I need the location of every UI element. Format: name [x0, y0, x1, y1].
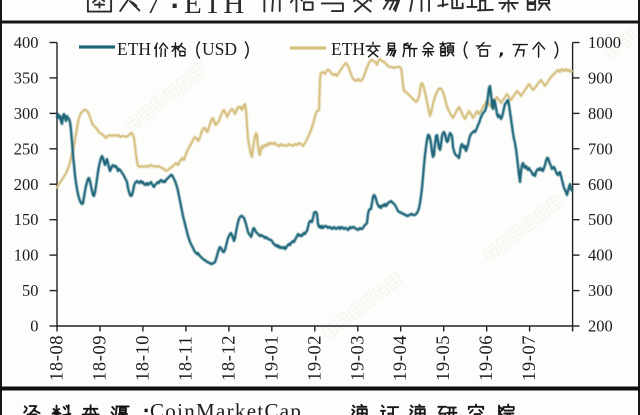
- svg-text:350: 350: [14, 68, 39, 87]
- svg-text:ETH: ETH: [331, 39, 365, 59]
- svg-text:19-03: 19-03: [348, 335, 368, 381]
- svg-text:7: 7: [146, 0, 161, 20]
- svg-text:100: 100: [14, 246, 39, 265]
- svg-text:18-12: 18-12: [219, 335, 239, 381]
- svg-text:400: 400: [14, 33, 39, 52]
- svg-text:ETH: ETH: [117, 39, 151, 59]
- svg-text:200: 200: [14, 175, 39, 194]
- svg-text:18-09: 18-09: [91, 335, 111, 381]
- svg-text:150: 150: [14, 210, 39, 229]
- svg-text:19-06: 19-06: [477, 335, 497, 381]
- svg-text:50: 50: [22, 281, 39, 300]
- svg-text:200: 200: [588, 317, 613, 336]
- svg-text:900: 900: [588, 68, 613, 87]
- svg-text:18-08: 18-08: [48, 335, 68, 381]
- svg-text:1000: 1000: [588, 33, 621, 52]
- svg-text:19-02: 19-02: [305, 335, 325, 381]
- svg-text:19-07: 19-07: [520, 335, 540, 381]
- svg-text:0: 0: [30, 317, 38, 336]
- svg-text:600: 600: [588, 175, 613, 194]
- svg-text:400: 400: [588, 246, 613, 265]
- svg-text:250: 250: [14, 139, 39, 158]
- svg-text:ETH: ETH: [184, 0, 246, 20]
- svg-text:18-11: 18-11: [176, 336, 196, 381]
- svg-text:19-05: 19-05: [434, 335, 454, 381]
- svg-text:500: 500: [588, 210, 613, 229]
- svg-text:19-04: 19-04: [391, 335, 411, 381]
- svg-text:19-01: 19-01: [262, 335, 282, 381]
- svg-text:CoinMarketCap: CoinMarketCap: [150, 399, 302, 415]
- svg-text:700: 700: [588, 139, 613, 158]
- svg-text:18-10: 18-10: [133, 335, 153, 381]
- svg-text:300: 300: [588, 281, 613, 300]
- svg-text:300: 300: [14, 104, 39, 123]
- svg-text:USD: USD: [202, 39, 237, 59]
- svg-text:800: 800: [588, 104, 613, 123]
